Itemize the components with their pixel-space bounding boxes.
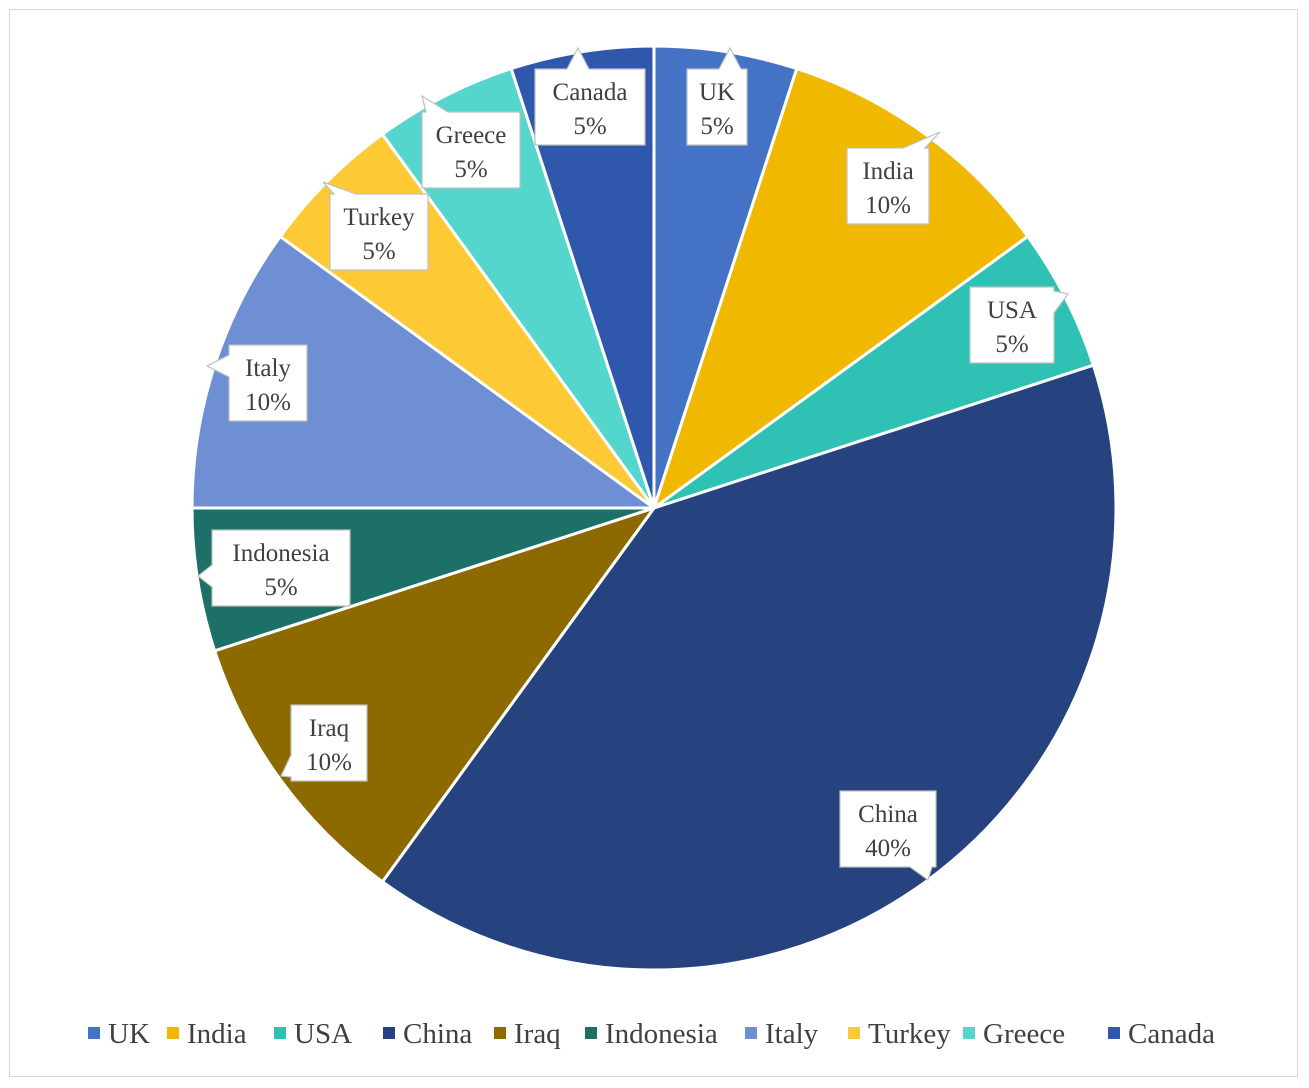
legend-label: India [187, 1018, 247, 1050]
data-label-percent: 5% [700, 113, 733, 140]
data-label-italy: Italy 10% [205, 344, 308, 422]
data-label-greece: Greece 5% [421, 94, 521, 189]
legend-item-uk: UK [88, 1018, 150, 1050]
legend-item-greece: Greece [963, 1018, 1065, 1050]
legend-item-china: China [383, 1018, 472, 1050]
data-label-india: India 10% [846, 131, 941, 225]
data-label-box [322, 181, 429, 271]
data-labels: UK 5% India 10% USA 5% China 40% Iraq 10% Indonesi… [197, 46, 1070, 881]
legend-label: UK [108, 1018, 150, 1050]
data-label-percent: 10% [306, 749, 352, 776]
data-label-box [534, 46, 646, 146]
legend: UK India USA China Iraq Indonesia Italy Turkey G… [88, 1018, 1215, 1050]
data-label-usa: USA 5% [969, 286, 1070, 364]
legend-swatch [383, 1027, 395, 1039]
data-label-uk: UK 5% [686, 46, 748, 146]
data-label-name: Italy [245, 355, 291, 382]
data-label-indonesia: Indonesia 5% [197, 529, 351, 607]
data-label-name: Canada [553, 79, 628, 106]
data-label-percent: 10% [865, 192, 911, 219]
pie-slice-uk [652, 44, 799, 510]
legend-item-usa: USA [274, 1018, 352, 1050]
data-label-name: Indonesia [232, 540, 329, 567]
data-label-canada: Canada 5% [534, 46, 646, 146]
legend-label: Canada [1128, 1018, 1215, 1050]
pie-slice-canada [509, 44, 656, 510]
data-label-iraq: Iraq 10% [280, 704, 368, 782]
pie-slices [190, 44, 1118, 972]
data-label-name: Iraq [309, 715, 350, 742]
legend-label: USA [294, 1018, 352, 1050]
data-label-china: China 40% [839, 790, 937, 881]
legend-item-india: India [167, 1018, 247, 1050]
data-label-percent: 5% [573, 113, 606, 140]
legend-item-canada: Canada [1108, 1018, 1215, 1050]
data-label-name: China [858, 801, 918, 828]
legend-swatch [585, 1027, 597, 1039]
legend-label: Greece [983, 1018, 1065, 1050]
data-label-box [197, 529, 351, 607]
legend-swatch [1108, 1027, 1120, 1039]
data-label-name: USA [987, 297, 1037, 324]
data-label-box [839, 790, 937, 881]
data-label-turkey: Turkey 5% [322, 181, 429, 271]
data-label-percent: 10% [245, 389, 291, 416]
data-label-box [846, 131, 941, 225]
data-label-box [205, 344, 308, 422]
data-label-percent: 5% [362, 238, 395, 265]
legend-label: Italy [765, 1018, 819, 1050]
data-label-name: UK [699, 79, 735, 106]
legend-swatch [745, 1027, 757, 1039]
legend-swatch [274, 1027, 286, 1039]
legend-swatch [494, 1027, 506, 1039]
legend-swatch [167, 1027, 179, 1039]
legend-swatch [88, 1027, 100, 1039]
legend-label: Iraq [514, 1018, 561, 1050]
data-label-percent: 5% [264, 574, 297, 601]
data-label-box [686, 46, 748, 146]
legend-item-iraq: Iraq [494, 1018, 561, 1050]
legend-swatch [963, 1027, 975, 1039]
legend-swatch [848, 1027, 860, 1039]
data-label-percent: 40% [865, 835, 911, 862]
pie-slice-india [652, 67, 1030, 510]
data-label-box [280, 704, 368, 782]
legend-item-indonesia: Indonesia [585, 1018, 718, 1050]
legend-label: China [403, 1018, 472, 1050]
legend-item-turkey: Turkey [848, 1018, 951, 1050]
data-label-percent: 5% [995, 331, 1028, 358]
data-label-box [969, 286, 1070, 364]
data-label-name: India [862, 158, 913, 185]
data-label-percent: 5% [454, 156, 487, 183]
legend-label: Indonesia [605, 1018, 718, 1050]
legend-item-italy: Italy [745, 1018, 819, 1050]
data-label-name: Turkey [343, 204, 415, 231]
data-label-box [421, 94, 521, 189]
data-label-name: Greece [436, 122, 507, 149]
legend-label: Turkey [868, 1018, 951, 1050]
pie-slice-iraq [213, 506, 656, 884]
